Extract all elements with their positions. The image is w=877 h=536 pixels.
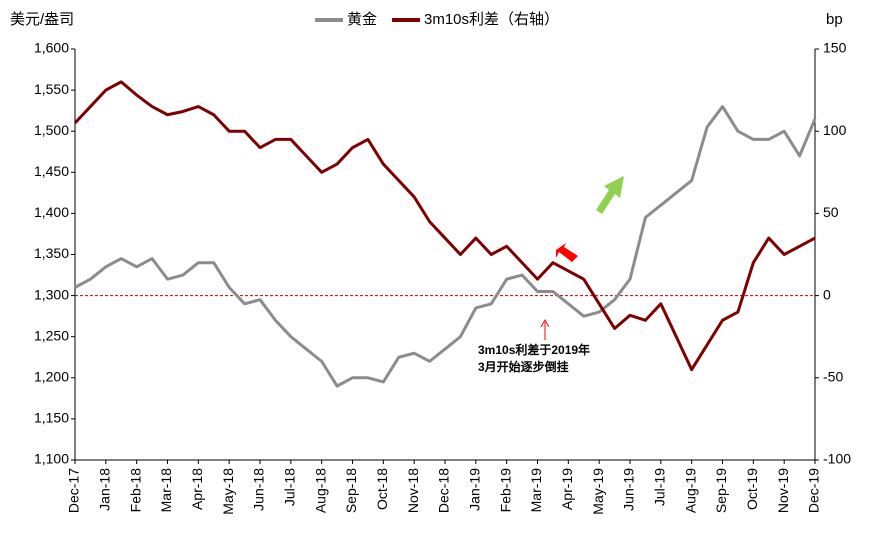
y-tick-label: 1,350 — [34, 245, 69, 261]
annotation: 3m10s利差于2019年 — [478, 342, 590, 357]
y2-tick-label: 0 — [823, 286, 831, 302]
y2-tick-label: 100 — [823, 122, 847, 138]
x-tick-label: Dec-18 — [436, 468, 452, 513]
x-tick-label: Apr-19 — [559, 468, 575, 510]
y-tick-label: 1,450 — [34, 163, 69, 179]
y2-tick-label: 150 — [823, 40, 847, 56]
x-tick-label: Mar-18 — [158, 468, 174, 513]
annotation: 3月开始逐步倒挂 — [478, 359, 569, 374]
x-tick-label: Feb-18 — [127, 468, 143, 513]
x-tick-label: Dec-19 — [806, 468, 822, 513]
x-tick-label: Nov-19 — [775, 468, 791, 513]
y-tick-label: 1,600 — [34, 40, 69, 56]
x-tick-label: Aug-18 — [312, 468, 328, 513]
x-tick-label: Jan-18 — [97, 468, 113, 511]
x-tick-label: Jan-19 — [467, 468, 483, 511]
x-tick-label: Aug-19 — [682, 468, 698, 513]
y-tick-label: 1,150 — [34, 410, 69, 426]
x-tick-label: Sep-19 — [713, 468, 729, 513]
series-line — [73, 80, 816, 372]
x-tick-label: Jun-19 — [621, 468, 637, 511]
y2-tick-label: -50 — [823, 369, 843, 385]
y-tick-label: 1,500 — [34, 122, 69, 138]
x-tick-label: Jun-18 — [251, 468, 267, 511]
y2-tick-label: 50 — [823, 204, 839, 220]
green-arrow — [596, 176, 624, 214]
x-tick-label: Jul-19 — [652, 468, 668, 506]
y2-axis-title: bp — [826, 11, 843, 28]
y-tick-label: 1,400 — [34, 204, 69, 220]
x-tick-label: May-18 — [220, 468, 236, 515]
y-axis-title: 美元/盎司 — [10, 11, 74, 28]
x-tick-label: Apr-18 — [189, 468, 205, 510]
x-tick-label: Mar-19 — [528, 468, 544, 513]
y-tick-label: 1,200 — [34, 369, 69, 385]
x-tick-label: Jul-18 — [282, 468, 298, 506]
annotation-arrow-head — [540, 318, 550, 328]
y2-tick-label: -100 — [823, 451, 851, 467]
red-arrow — [556, 243, 578, 262]
x-tick-label: Nov-18 — [405, 468, 421, 513]
y-tick-label: 1,250 — [34, 327, 69, 343]
x-tick-label: Oct-19 — [744, 468, 760, 510]
y-tick-label: 1,100 — [34, 451, 69, 467]
x-tick-label: May-19 — [590, 468, 606, 515]
y-tick-label: 1,300 — [34, 286, 69, 302]
x-tick-label: Oct-18 — [374, 468, 390, 510]
y-tick-label: 1,550 — [34, 81, 69, 97]
x-tick-label: Sep-18 — [343, 468, 359, 513]
series-line — [74, 105, 817, 388]
x-tick-label: Dec-17 — [66, 468, 82, 513]
legend-label: 3m10s利差（右轴） — [424, 11, 559, 28]
x-tick-label: Feb-19 — [497, 468, 513, 513]
legend-label: 黄金 — [347, 11, 377, 28]
